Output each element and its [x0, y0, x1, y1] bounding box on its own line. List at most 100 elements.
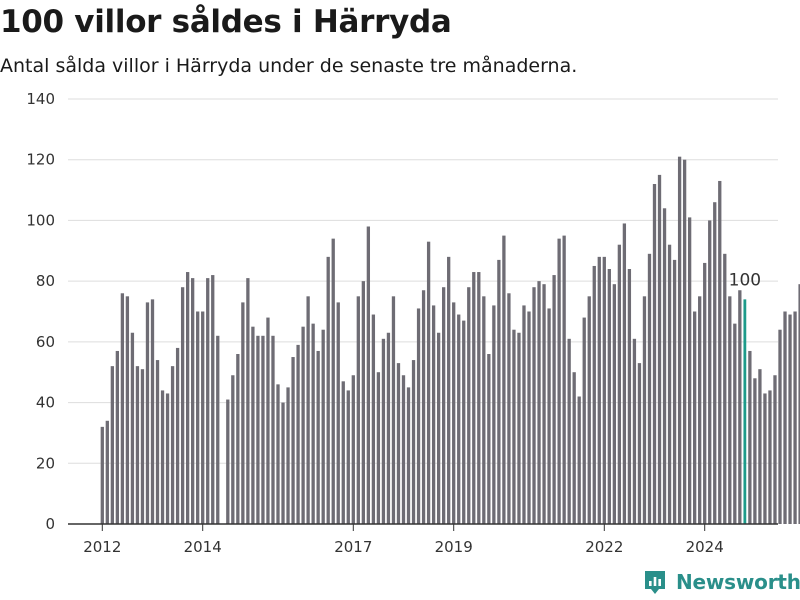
bar	[336, 302, 340, 524]
bar	[778, 329, 782, 524]
bar	[421, 290, 426, 524]
bar	[798, 284, 800, 524]
bar	[356, 296, 360, 524]
bar	[256, 335, 260, 524]
bar	[733, 323, 737, 524]
bar	[411, 360, 416, 524]
bar	[693, 311, 697, 524]
bar	[592, 265, 596, 524]
bar	[477, 272, 481, 524]
bar	[165, 393, 170, 524]
y-tick-label: 60	[36, 333, 55, 351]
bar	[758, 369, 762, 524]
bar	[276, 384, 280, 524]
bar	[637, 363, 642, 524]
bar	[406, 387, 411, 524]
bar	[251, 326, 255, 524]
y-tick-label: 100	[26, 211, 55, 229]
bar	[211, 275, 215, 524]
bar	[502, 235, 506, 525]
x-tick-label: 2024	[686, 538, 724, 556]
bar	[130, 332, 135, 524]
bar	[482, 296, 486, 524]
bar	[281, 402, 285, 524]
bar	[261, 335, 265, 524]
y-tick-label: 20	[36, 454, 55, 472]
bar	[426, 241, 431, 524]
bar	[170, 366, 175, 524]
bar	[306, 296, 310, 524]
bar	[492, 305, 496, 524]
bar	[226, 399, 230, 524]
bar	[396, 363, 401, 524]
bar	[391, 296, 396, 524]
bar	[517, 332, 521, 524]
bar	[783, 311, 787, 524]
bar	[452, 302, 456, 524]
bar	[632, 338, 637, 524]
bar	[773, 375, 777, 524]
bar	[682, 159, 687, 524]
bar-highlight	[743, 299, 747, 524]
bar	[371, 314, 376, 524]
bar	[467, 287, 471, 524]
bar	[627, 269, 632, 524]
bar	[436, 332, 441, 524]
bar	[472, 272, 476, 524]
bar	[381, 338, 386, 524]
bar	[185, 272, 190, 524]
y-tick-label: 140	[26, 90, 55, 108]
bar	[667, 244, 672, 524]
bar	[562, 235, 566, 525]
bar	[366, 226, 371, 524]
bar	[703, 262, 707, 524]
bar	[361, 281, 365, 524]
bar	[738, 290, 742, 524]
bar	[416, 308, 421, 524]
bar	[612, 284, 616, 524]
y-tick-label: 40	[36, 394, 55, 412]
bar	[713, 202, 717, 524]
bar	[216, 335, 220, 524]
bar	[331, 238, 335, 524]
bar	[687, 217, 692, 524]
bar	[512, 329, 516, 524]
bar	[316, 350, 320, 524]
bar	[602, 256, 606, 524]
bar	[577, 396, 581, 524]
bar	[587, 296, 591, 524]
bar	[196, 311, 200, 524]
bar	[487, 354, 491, 524]
bar	[748, 350, 752, 524]
bar	[135, 366, 140, 524]
bar	[552, 275, 556, 524]
x-tick-label: 2017	[334, 538, 372, 556]
bar	[110, 366, 114, 524]
bar	[386, 332, 391, 524]
bar	[607, 269, 611, 524]
bar	[236, 354, 240, 524]
bar	[572, 372, 576, 524]
bar	[622, 223, 627, 524]
bar	[647, 253, 652, 524]
bar	[231, 375, 235, 524]
bar	[507, 293, 511, 524]
brand-logo: Newsworthy	[643, 569, 800, 595]
bar	[266, 317, 270, 524]
y-tick-label: 0	[45, 515, 55, 533]
bar	[547, 308, 551, 524]
y-tick-label: 120	[26, 151, 55, 169]
chart-subtitle: Antal sålda villor i Härryda under de se…	[0, 55, 578, 77]
bar	[291, 357, 295, 524]
bar	[788, 314, 792, 524]
bar	[497, 259, 501, 524]
bar	[346, 390, 350, 524]
bar	[286, 387, 290, 524]
bar	[718, 180, 722, 524]
bar	[351, 375, 355, 524]
bar	[155, 360, 160, 524]
bar	[753, 378, 757, 524]
bar	[582, 317, 586, 524]
bar	[537, 281, 541, 524]
bar	[326, 256, 330, 524]
